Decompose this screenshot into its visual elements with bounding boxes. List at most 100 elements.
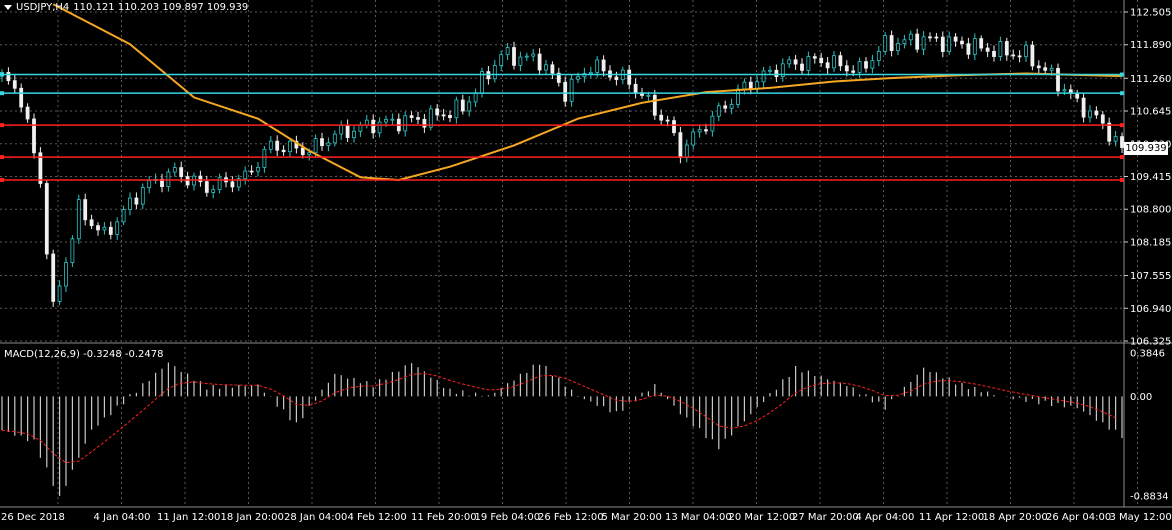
candle-body [12, 80, 17, 89]
candle-body [128, 197, 132, 210]
candle-body [1062, 89, 1067, 92]
candle-body [473, 92, 478, 103]
candle-body [1100, 114, 1105, 124]
candle-body [268, 140, 273, 150]
candle-body [684, 144, 689, 158]
candle-body [870, 60, 875, 69]
candle-body [1043, 67, 1048, 71]
candle-body [595, 59, 600, 73]
candle-body [544, 64, 548, 71]
time-tick-label: 4 Apr 04:00 [856, 512, 915, 523]
candle-body [806, 56, 811, 71]
candle-body [64, 262, 68, 287]
time-tick-label: 19 Feb 04:00 [475, 512, 541, 523]
candle-body [934, 36, 939, 39]
candle-body [876, 50, 881, 62]
candle-body [172, 167, 177, 173]
price-tick-label: 106.325 [1130, 337, 1171, 348]
candle-body [556, 72, 561, 83]
candle-body [371, 119, 376, 134]
candle-body [505, 47, 510, 56]
time-tick-label: 26 Dec 2018 [1, 512, 65, 523]
candle-body [1056, 67, 1060, 92]
candle-body [563, 81, 568, 102]
candle-body [345, 124, 350, 138]
time-tick-label: 11 Feb 20:00 [411, 512, 477, 523]
time-tick-label: 5 Mar 20:00 [602, 512, 662, 523]
candle-body [236, 178, 241, 188]
current-price-tag: 109.939 [1124, 142, 1168, 155]
candle-body [441, 114, 446, 117]
level-handle-left [0, 91, 4, 96]
candle-body [902, 39, 907, 44]
candle-body [422, 118, 427, 128]
candle-body [512, 47, 516, 66]
candle-body [742, 81, 747, 90]
candle-body [140, 187, 145, 205]
candle-body [915, 33, 920, 50]
candle-body [281, 149, 286, 153]
candle-body [800, 63, 804, 71]
candle-body [768, 69, 772, 72]
candle-body [352, 130, 356, 138]
candle-body [147, 180, 152, 188]
candle-body [339, 124, 344, 135]
candle-body [601, 59, 606, 72]
level-handle-right [1120, 123, 1124, 128]
symbol-header: USDJPY,H4 110.121 110.203 109.897 109.93… [4, 2, 248, 13]
candle-body [812, 56, 817, 59]
candle-body [531, 53, 536, 57]
candle-body [780, 63, 785, 77]
macd-title: MACD(12,26,9) -0.3248 -0.2478 [4, 349, 164, 360]
candle-body [1017, 55, 1022, 58]
candle-body [793, 59, 798, 65]
time-tick-label: 18 Apr 20:00 [983, 512, 1048, 523]
candle-body [953, 36, 958, 42]
candle-body [1113, 136, 1118, 142]
candle-body [38, 152, 43, 184]
dropdown-triangle-icon[interactable] [4, 5, 12, 10]
candle-body [947, 36, 952, 52]
level-handle-left [0, 155, 4, 160]
candle-body [108, 226, 113, 235]
candle-body [1036, 65, 1041, 69]
candle-body [729, 104, 734, 109]
macd-tick-label: 0.00 [1130, 392, 1152, 403]
candle-body [928, 36, 932, 39]
candle-body [102, 226, 107, 231]
moving-average-line [52, 3, 1123, 182]
candle-body [230, 181, 235, 188]
candle-body [262, 148, 267, 168]
candle-body [416, 117, 420, 120]
level-handle-right [1120, 177, 1124, 182]
candle-body [390, 118, 395, 121]
candle-body [576, 76, 580, 80]
candle-body [19, 87, 24, 108]
time-tick-label: 28 Jan 04:00 [284, 512, 347, 523]
candle-body [716, 105, 721, 117]
price-tick-label: 109.415 [1130, 172, 1171, 183]
candle-body [832, 55, 836, 69]
candle-body [288, 140, 292, 153]
candle-body [889, 35, 894, 52]
candle-body [998, 41, 1003, 57]
price-tick-label: 111.260 [1130, 74, 1171, 85]
level-handle-left [0, 177, 4, 182]
candle-body [96, 225, 100, 231]
candle-body [76, 199, 81, 240]
candle-body [825, 62, 830, 69]
candle-body [179, 167, 184, 178]
candle-body [243, 170, 248, 180]
candle-body [537, 53, 542, 71]
level-handle-left [0, 72, 4, 77]
candle-body [1030, 44, 1035, 67]
candle-body [979, 38, 984, 49]
candle-body [851, 70, 856, 73]
candle-body [844, 65, 849, 72]
candle-body [704, 129, 708, 132]
level-handle-left [0, 123, 4, 128]
candle-body [819, 57, 824, 64]
candle-body [448, 115, 452, 119]
